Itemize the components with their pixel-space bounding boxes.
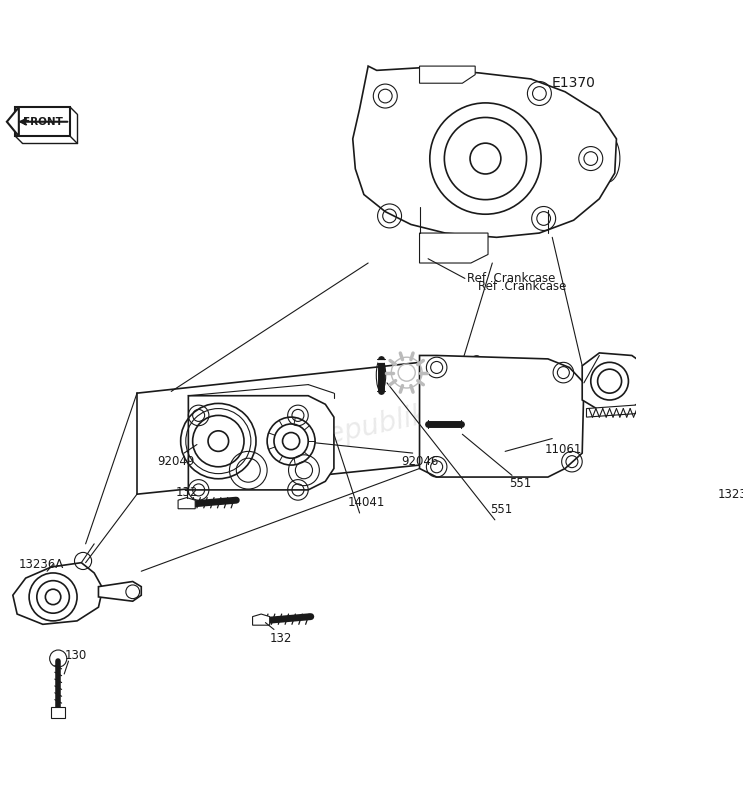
Polygon shape	[99, 582, 141, 602]
Text: 11061: 11061	[545, 443, 582, 456]
Text: 551: 551	[490, 503, 513, 516]
Text: Ref .Crankcase: Ref .Crankcase	[478, 281, 566, 294]
Polygon shape	[646, 364, 676, 400]
Text: 92046: 92046	[400, 455, 438, 468]
Polygon shape	[51, 706, 65, 718]
Text: 14041: 14041	[348, 496, 385, 510]
Polygon shape	[253, 614, 270, 625]
Text: 92049: 92049	[157, 455, 194, 468]
Polygon shape	[7, 107, 19, 136]
Text: 13236: 13236	[718, 488, 743, 501]
Text: 130: 130	[64, 649, 86, 662]
Polygon shape	[586, 404, 646, 417]
Text: 132: 132	[270, 631, 292, 645]
Polygon shape	[353, 66, 617, 238]
Text: E1370: E1370	[551, 76, 595, 90]
Text: FRONT: FRONT	[23, 117, 62, 126]
Text: 13236A: 13236A	[19, 558, 64, 571]
Polygon shape	[189, 396, 334, 490]
Polygon shape	[583, 353, 646, 410]
Polygon shape	[16, 107, 70, 136]
Text: 132: 132	[175, 486, 198, 499]
Text: Ref .Crankcase: Ref .Crankcase	[467, 272, 555, 285]
Polygon shape	[420, 355, 584, 477]
Polygon shape	[13, 562, 103, 624]
Text: 551: 551	[510, 478, 532, 490]
Polygon shape	[420, 233, 488, 263]
Text: PartsRepublik: PartsRepublik	[238, 401, 430, 468]
Polygon shape	[178, 498, 195, 509]
Polygon shape	[420, 66, 476, 83]
